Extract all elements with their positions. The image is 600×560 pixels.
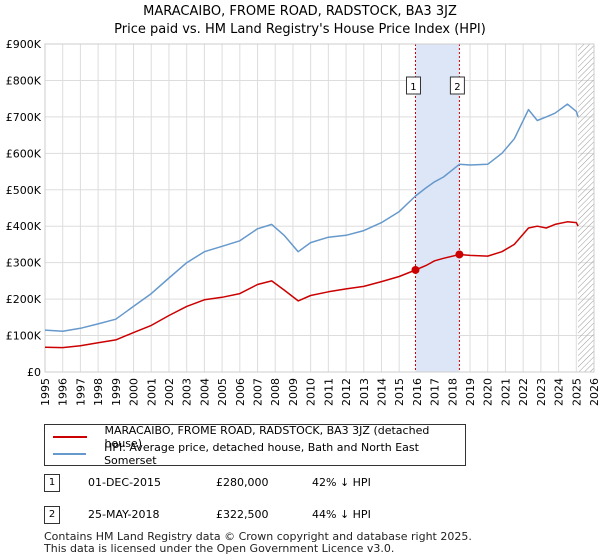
sale-number-badge: 2 [44, 506, 60, 524]
x-tick-label: 2009 [287, 378, 300, 406]
y-tick-label: £600K [6, 147, 42, 160]
y-tick-label: £400K [6, 220, 42, 233]
x-tick-label: 2025 [570, 378, 583, 406]
sale-date: 25-MAY-2018 [88, 508, 160, 521]
y-tick-label: £900K [6, 38, 42, 51]
x-tick-label: 2001 [145, 378, 158, 406]
sale-date: 01-DEC-2015 [88, 476, 162, 489]
sale-hpi-diff: 44% ↓ HPI [312, 508, 371, 521]
sale-number-badge: 1 [44, 474, 60, 492]
sale-price: £280,000 [216, 476, 269, 489]
series-line-property [44, 221, 579, 349]
chart-subtitle: Price paid vs. HM Land Registry's House … [114, 22, 486, 37]
x-tick-label: 2007 [252, 378, 265, 406]
x-tick-label: 2008 [269, 378, 282, 406]
x-tick-label: 2017 [429, 378, 442, 406]
x-tick-label: 2002 [163, 378, 176, 406]
x-tick-label: 2013 [358, 378, 371, 406]
sale-point [411, 265, 420, 274]
plot-border [44, 43, 595, 373]
legend-swatch-property [53, 436, 87, 438]
x-tick-label: 2011 [322, 378, 335, 406]
legend-item-hpi: HPI: Average price, detached house, Bath… [53, 441, 465, 467]
x-tick-label: 2014 [375, 378, 388, 406]
legend-swatch-hpi [53, 453, 87, 455]
y-tick-label: £300K [6, 257, 42, 270]
x-tick-label: 2000 [128, 378, 141, 406]
y-tick-label: £200K [6, 293, 42, 306]
sale-label-box [405, 76, 421, 95]
y-tick-label: £0 [27, 366, 41, 379]
x-tick-label: 1998 [92, 378, 105, 406]
x-tick-label: 2024 [553, 378, 566, 406]
sale-label-text: 2 [454, 82, 460, 93]
y-tick-label: £700K [6, 111, 42, 124]
sale-point [455, 250, 464, 259]
footer-line-1: Contains HM Land Registry data © Crown c… [44, 530, 472, 543]
chart-title: MARACAIBO, FROME ROAD, RADSTOCK, BA3 3JZ [143, 4, 457, 19]
legend-label-hpi: HPI: Average price, detached house, Bath… [104, 441, 419, 467]
sale-label-text: 1 [410, 82, 416, 93]
chart-legend: MARACAIBO, FROME ROAD, RADSTOCK, BA3 3JZ… [44, 424, 466, 467]
series-line-hpi [44, 103, 579, 332]
x-tick-label: 2016 [411, 378, 424, 406]
x-tick-label: 2019 [464, 378, 477, 406]
legend-item-property: MARACAIBO, FROME ROAD, RADSTOCK, BA3 3JZ… [53, 424, 465, 450]
x-tick-label: 2004 [198, 378, 211, 406]
legend-label-property: MARACAIBO, FROME ROAD, RADSTOCK, BA3 3JZ… [104, 424, 430, 450]
y-tick-label: £100K [6, 330, 42, 343]
y-tick-label: £800K [6, 74, 42, 87]
future-hatch-area [578, 44, 594, 372]
x-tick-label: 2005 [216, 378, 229, 406]
x-tick-label: 2012 [340, 378, 353, 406]
y-tick-label: £500K [6, 184, 42, 197]
x-tick-label: 2006 [234, 378, 247, 406]
price-chart: £0 £100K £200K £300K £400K £500K £600K £700K £80… [6, 38, 600, 406]
x-tick-label: 2018 [446, 378, 459, 406]
x-tick-label: 1996 [57, 378, 70, 406]
x-tick-label: 1999 [110, 378, 123, 406]
x-tick-label: 2015 [393, 378, 406, 406]
x-tick-label: 2026 [588, 378, 600, 406]
x-tick-label: 2003 [181, 378, 194, 406]
sale-label-box [449, 76, 465, 95]
footer-line-2: This data is licensed under the Open Gov… [44, 542, 395, 555]
x-tick-label: 1997 [74, 378, 87, 406]
x-tick-label: 2023 [535, 378, 548, 406]
x-tick-label: 1995 [39, 378, 52, 406]
highlight-period [415, 44, 460, 372]
x-tick-label: 2020 [482, 378, 495, 406]
x-tick-label: 2022 [517, 378, 530, 406]
sale-price: £322,500 [216, 508, 269, 521]
sale-hpi-diff: 42% ↓ HPI [312, 476, 371, 489]
x-tick-label: 2021 [499, 378, 512, 406]
footer-attribution: Contains HM Land Registry data © Crown c… [44, 531, 472, 555]
x-tick-label: 2010 [305, 378, 318, 406]
